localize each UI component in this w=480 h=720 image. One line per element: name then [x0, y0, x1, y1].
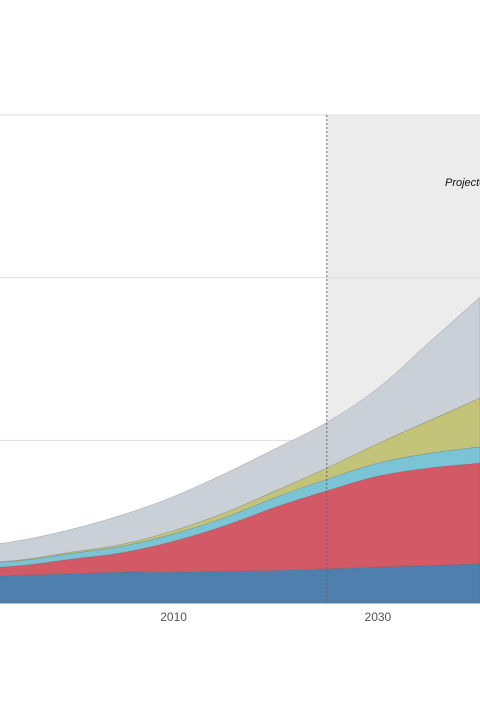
area-layers	[0, 296, 480, 604]
x-tick-label: 2010	[160, 610, 187, 624]
projection-label: Projected	[445, 177, 480, 189]
area-layer_5	[0, 296, 480, 562]
x-tick-label: 2030	[365, 610, 392, 624]
x-tick-labels: 2010 2030	[160, 610, 391, 624]
